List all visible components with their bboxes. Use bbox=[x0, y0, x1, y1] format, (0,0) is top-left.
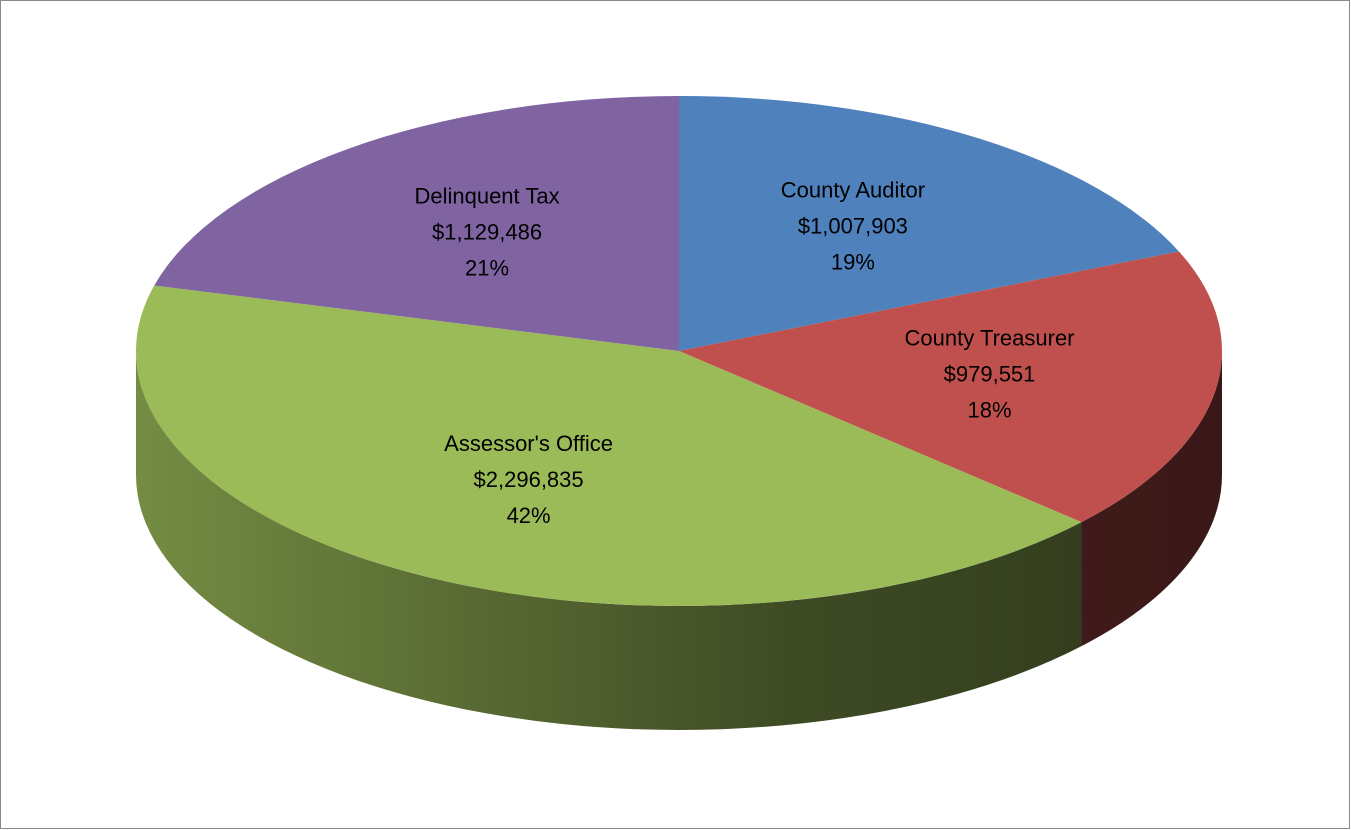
slice-value-label: $2,296,835 bbox=[474, 467, 584, 492]
slice-percent-label: 19% bbox=[831, 249, 875, 274]
slice-label: County Treasurer bbox=[905, 325, 1075, 350]
slice-value-label: $1,129,486 bbox=[432, 220, 542, 245]
pie-slice bbox=[154, 96, 680, 351]
pie-side bbox=[1081, 351, 1222, 647]
slice-percent-label: 18% bbox=[968, 397, 1012, 422]
pie-slice bbox=[135, 285, 1082, 607]
pie-slice bbox=[679, 96, 1179, 351]
slice-label: Assessor's Office bbox=[444, 431, 613, 456]
slice-label: County Auditor bbox=[781, 177, 925, 202]
slice-label: Delinquent Tax bbox=[414, 184, 559, 209]
pie-slice bbox=[679, 251, 1223, 523]
pie-side bbox=[136, 351, 1082, 731]
slice-value-label: $979,551 bbox=[944, 361, 1036, 386]
slice-value-label: $1,007,903 bbox=[798, 213, 908, 238]
slice-percent-label: 21% bbox=[465, 256, 509, 281]
slice-percent-label: 42% bbox=[507, 503, 551, 528]
